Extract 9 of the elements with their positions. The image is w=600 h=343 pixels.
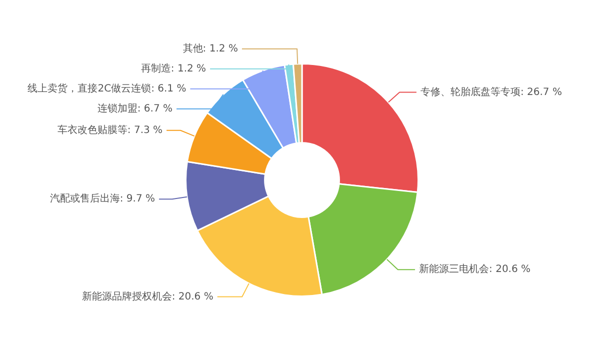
slice-label: 车衣改色贴膜等: 7.3 % xyxy=(57,124,163,136)
slice-label: 新能源品牌授权机会: 20.6 % xyxy=(82,290,214,302)
slice-label: 新能源三电机会: 20.6 % xyxy=(419,263,531,276)
slice-label: 再制造: 1.2 % xyxy=(140,62,206,74)
slice-label: 汽配或售后出海: 9.7 % xyxy=(50,192,156,205)
slice-label: 线上卖货，直接2C做云连锁: 6.1 % xyxy=(28,82,186,94)
slice-label: 连锁加盟: 6.7 % xyxy=(97,102,173,114)
slice-label: 其他: 1.2 % xyxy=(182,42,238,54)
slice-label: 专修、轮胎底盘等专项: 26.7 % xyxy=(420,86,562,98)
